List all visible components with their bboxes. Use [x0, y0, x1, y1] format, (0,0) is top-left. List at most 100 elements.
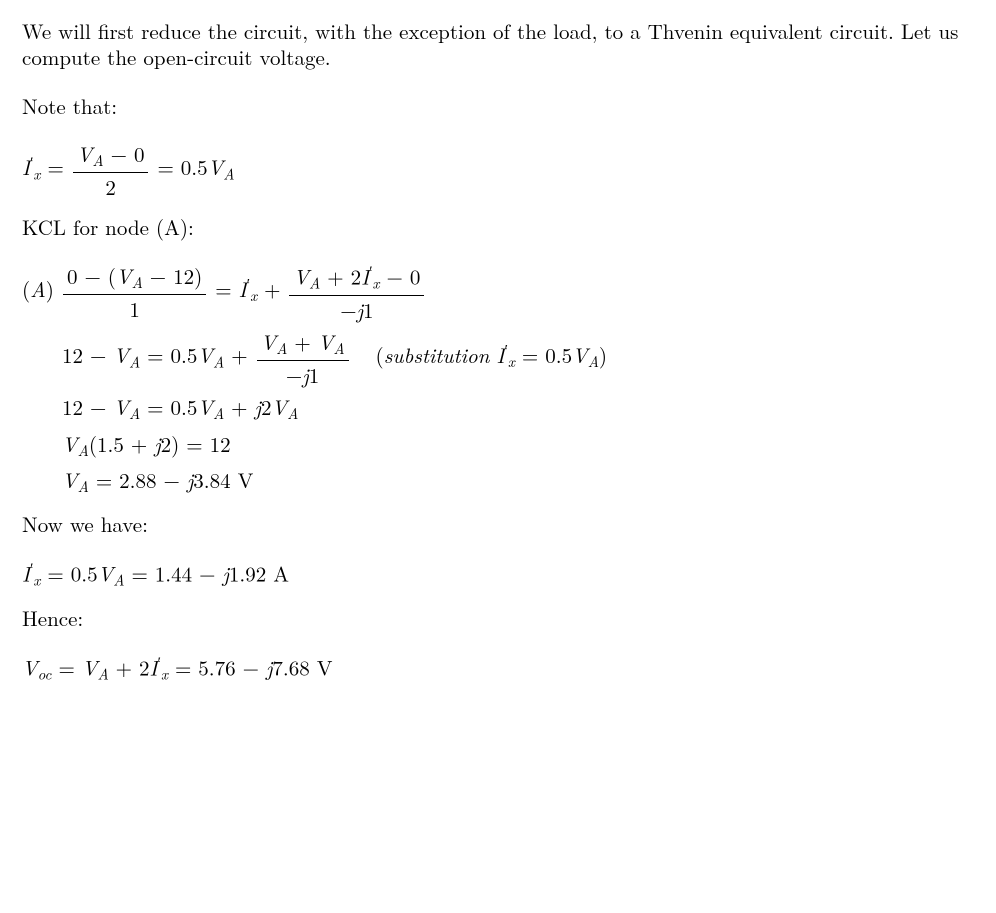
var-I: I — [22, 152, 30, 182]
var-V: V — [22, 652, 38, 682]
sub-x: x — [250, 285, 257, 306]
var-VA2: V — [208, 152, 224, 182]
plus2: + — [287, 327, 317, 357]
paragraph-hence: Hence: — [22, 605, 974, 631]
sub-x: x — [161, 663, 168, 684]
paren-a: (1.5 + — [89, 429, 154, 459]
sub-A3: A — [276, 338, 287, 359]
sub-x: x — [33, 163, 40, 184]
var-VA: V — [62, 465, 78, 495]
eq: = — [52, 652, 82, 682]
kcl-row-5: VA = 2.88 − j3.84 V — [62, 467, 974, 497]
den-1: 1 — [63, 295, 206, 322]
sub-A: A — [78, 440, 89, 461]
var-VA: V — [98, 558, 114, 588]
minus0: − 0 — [380, 262, 421, 292]
lhs-a: 12 − — [62, 340, 113, 370]
var-VA: V — [293, 262, 309, 292]
sub-A: A — [92, 150, 103, 171]
var-VA: V — [62, 429, 78, 459]
var-I: I — [496, 340, 504, 370]
num-a: 0 − ( — [67, 261, 116, 291]
tail: 3.84 V — [193, 465, 253, 495]
annotation: (substitution I′x = 0.5VA) — [376, 340, 608, 370]
var-VA2: V — [197, 340, 213, 370]
fraction-lhs: 0 − (VA − 12) 1 — [63, 263, 206, 322]
eq: = 0.5 — [40, 558, 97, 588]
var-VA2: V — [197, 392, 213, 422]
sub-A: A — [129, 352, 140, 373]
eq: = 2.88 − — [89, 465, 187, 495]
paragraph-kcl: KCL for node (A): — [22, 214, 974, 240]
equals2: = — [157, 152, 180, 182]
sub-A2: A — [223, 163, 234, 184]
eq2: = 5.76 − — [168, 652, 266, 682]
coef: 0.5 — [181, 152, 208, 182]
sub-oc: oc — [38, 663, 52, 684]
var-I: I — [239, 274, 247, 304]
paragraph-now: Now we have: — [22, 511, 974, 537]
paragraph-intro: We will first reduce the circuit, with t… — [22, 18, 974, 71]
label-A-text: A — [30, 274, 46, 304]
var-I: I — [22, 558, 30, 588]
sub-A: A — [309, 273, 320, 294]
var-VA: V — [77, 139, 93, 169]
var-VA5: V — [572, 340, 588, 370]
var-VA: V — [116, 261, 132, 291]
var-VA4: V — [318, 327, 334, 357]
num-b: − 12) — [143, 261, 203, 291]
sub-A5: A — [588, 352, 599, 373]
var-VA: V — [113, 340, 129, 370]
lhs: 12 − — [62, 392, 113, 422]
var-VA3: V — [271, 392, 287, 422]
tail: 1.92 A — [229, 558, 289, 588]
sub-A: A — [132, 272, 143, 293]
one: 1 — [363, 295, 374, 325]
sub-A2: A — [213, 404, 224, 425]
kcl-row-3: 12 − VA = 0.5VA + j2VA — [62, 394, 974, 424]
paragraph-note: Note that: — [22, 93, 974, 119]
neg: − — [286, 360, 302, 390]
kcl-equations: (A) 0 − (VA − 12) 1 = I′x + VA + 2I′x − … — [62, 262, 974, 496]
eq2: = 1.44 − — [124, 558, 222, 588]
sub-x2: x — [373, 273, 380, 294]
sub-A2: A — [213, 352, 224, 373]
tail: 7.68 V — [272, 652, 332, 682]
neg: − — [340, 295, 356, 325]
equation-ix-value: I′x = 0.5VA = 1.44 − j1.92 A — [22, 559, 974, 590]
kcl-row-1: (A) 0 − (VA − 12) 1 = I′x + VA + 2I′x − … — [22, 262, 974, 323]
kcl-row-2: 12 − VA = 0.5VA + VA + VA −j1 (substitut… — [62, 329, 974, 388]
plus2: + 2 — [320, 262, 361, 292]
mid: = 0.5 — [147, 392, 197, 422]
sub-A: A — [129, 404, 140, 425]
mid: = — [215, 274, 238, 304]
sub-A: A — [113, 570, 124, 591]
sub-A: A — [78, 476, 89, 497]
var-VA: V — [82, 652, 98, 682]
sub-A3: A — [287, 404, 298, 425]
mid: = 0.5 — [147, 340, 197, 370]
sub-A: A — [97, 663, 108, 684]
var-I: I — [150, 652, 158, 682]
plus: + 2 — [109, 652, 150, 682]
fraction: VA − 0 2 — [73, 141, 149, 200]
one: 1 — [309, 360, 320, 390]
annot-b: = 0.5 — [515, 340, 572, 370]
var-VA: V — [113, 392, 129, 422]
minus-zero: − 0 — [104, 139, 145, 169]
plus: + — [231, 340, 254, 370]
label-A: (A) — [22, 274, 61, 304]
sub-x: x — [508, 352, 515, 373]
fraction: VA + VA −j1 — [257, 329, 349, 388]
fraction-rhs: VA + 2I′x − 0 −j1 — [289, 262, 424, 323]
sub-A4: A — [333, 338, 344, 359]
plus: + — [264, 274, 287, 304]
var-VA3: V — [261, 327, 277, 357]
equation-voc: Voc = VA + 2I′x = 5.76 − j7.68 V — [22, 653, 974, 684]
equation-ix-definition: I′x = VA − 0 2 = 0.5VA — [22, 141, 974, 200]
equals: = — [47, 152, 70, 182]
kcl-row-4: VA(1.5 + j2) = 12 — [62, 431, 974, 461]
denominator: 2 — [73, 173, 149, 200]
var-I2: I — [361, 262, 369, 292]
annot-word: substitution — [384, 340, 490, 370]
